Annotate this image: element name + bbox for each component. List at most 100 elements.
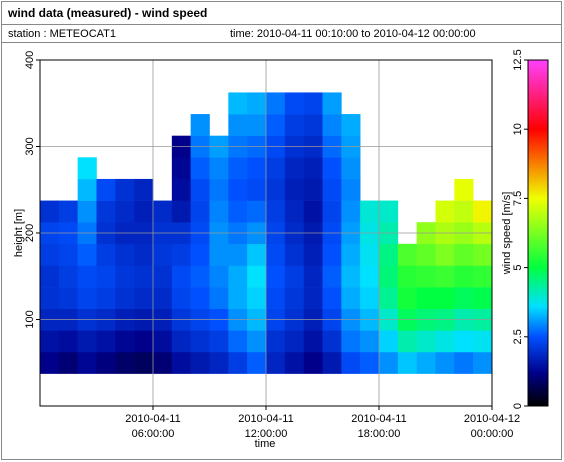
cell [266,92,286,115]
cell [360,351,380,374]
cell [284,178,304,201]
cell [454,200,474,223]
x-tick-label: 2010-04-11 06:00:00 [125,413,180,440]
cell [454,178,474,201]
cell [379,200,399,223]
cell [96,178,116,201]
cell [190,157,210,180]
cell [360,265,380,288]
cell [96,265,116,288]
cell [153,287,173,309]
cell [209,157,229,180]
cell [266,287,286,309]
cell [284,351,304,374]
cell [247,287,267,309]
cell [397,243,417,266]
cell [115,243,135,266]
cell [473,287,493,309]
cell [134,265,154,288]
cell [435,351,455,374]
cell [322,200,342,223]
cell [416,265,436,288]
cell [171,243,191,266]
cell [190,178,210,201]
cell [303,287,323,309]
cell [96,200,116,223]
cell [303,200,323,223]
cell [247,351,267,374]
cell [40,287,60,309]
cell [266,157,286,180]
y-axis-label: height [m] [13,209,25,257]
cell [115,265,135,288]
cell [153,243,173,266]
cell [171,287,191,309]
cell [58,287,78,309]
cell [96,330,116,353]
cell [416,330,436,353]
cell [58,265,78,288]
cell [190,243,210,266]
x-tick-label: 2010-04-12 00:00:00 [464,413,520,440]
cell [416,351,436,374]
cell [228,243,248,266]
cell [416,243,436,266]
y-tick-label: 400 [24,51,36,69]
cell [96,287,116,309]
colorbar-tick-label: 10 [512,123,524,135]
cell [228,200,248,223]
cell [473,200,493,223]
cell [40,330,60,353]
cell [40,243,60,266]
cell [303,330,323,353]
cell [341,114,361,136]
cell [153,200,173,223]
colorbar-tick-label: 12.5 [512,49,524,70]
colorbar [527,59,549,407]
cell [284,287,304,309]
cell [379,330,399,353]
cell [435,265,455,288]
cell [58,243,78,266]
cell [228,287,248,309]
cell [416,287,436,309]
cell [341,287,361,309]
cell [360,330,380,353]
cell [153,265,173,288]
cell [435,287,455,309]
cell [58,330,78,353]
colorbar-tick-label: 0 [512,403,524,409]
cell [266,351,286,374]
cell [322,287,342,309]
cell [284,92,304,115]
cell [322,265,342,288]
cell [171,178,191,201]
cell [228,92,248,115]
cell [171,157,191,180]
cell [397,287,417,309]
cell [77,200,97,223]
cell [228,178,248,201]
cell [266,114,286,136]
cell [284,157,304,180]
cell [303,265,323,288]
cell [454,330,474,353]
cell [284,330,304,353]
cell [228,351,248,374]
cell [360,287,380,309]
cell [40,351,60,374]
cell [190,287,210,309]
cell [397,330,417,353]
cell [77,157,97,180]
cell [209,287,229,309]
cell [303,114,323,136]
cell [134,330,154,353]
cell [341,200,361,223]
cell [77,243,97,266]
cell [96,243,116,266]
cell [171,200,191,223]
cell [284,265,304,288]
cell [190,265,210,288]
cell [153,351,173,374]
cell [247,243,267,266]
